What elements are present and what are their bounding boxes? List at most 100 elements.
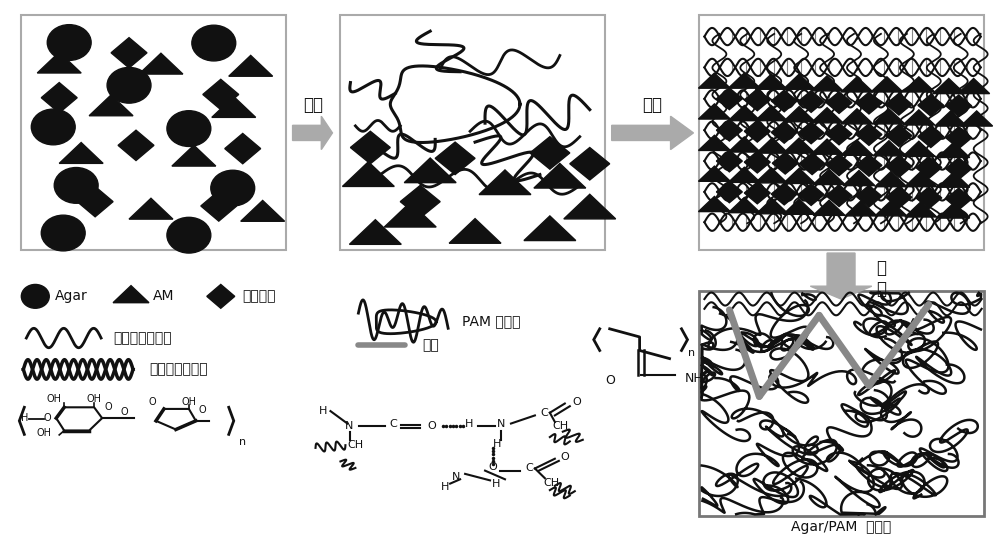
Polygon shape bbox=[570, 147, 610, 180]
Text: N: N bbox=[345, 421, 354, 431]
Text: O: O bbox=[489, 462, 497, 472]
Polygon shape bbox=[400, 186, 440, 218]
Polygon shape bbox=[41, 83, 77, 113]
Polygon shape bbox=[728, 167, 760, 182]
Polygon shape bbox=[856, 154, 882, 176]
Polygon shape bbox=[826, 123, 852, 145]
Polygon shape bbox=[783, 74, 815, 89]
Polygon shape bbox=[139, 53, 183, 74]
Polygon shape bbox=[37, 52, 81, 73]
Text: N: N bbox=[497, 419, 505, 429]
Text: 线性琼脂分子链: 线性琼脂分子链 bbox=[113, 331, 172, 345]
Polygon shape bbox=[935, 111, 967, 126]
Polygon shape bbox=[946, 158, 972, 180]
Polygon shape bbox=[875, 171, 907, 187]
Polygon shape bbox=[212, 96, 256, 118]
Polygon shape bbox=[755, 168, 787, 183]
Text: C: C bbox=[389, 419, 397, 429]
Polygon shape bbox=[564, 194, 616, 219]
Text: 光引发剂: 光引发剂 bbox=[243, 289, 276, 304]
Polygon shape bbox=[744, 120, 770, 142]
Text: O: O bbox=[43, 413, 51, 423]
Ellipse shape bbox=[167, 111, 211, 146]
Text: C: C bbox=[540, 407, 548, 418]
Text: CH: CH bbox=[553, 421, 569, 431]
Polygon shape bbox=[225, 133, 261, 164]
Polygon shape bbox=[350, 131, 390, 164]
Ellipse shape bbox=[192, 25, 236, 61]
Polygon shape bbox=[783, 138, 815, 153]
Polygon shape bbox=[918, 126, 944, 147]
Text: O: O bbox=[104, 402, 112, 412]
Polygon shape bbox=[698, 166, 730, 181]
Text: CH: CH bbox=[347, 440, 364, 450]
Polygon shape bbox=[873, 109, 905, 124]
Polygon shape bbox=[938, 172, 970, 187]
Polygon shape bbox=[771, 121, 797, 143]
Ellipse shape bbox=[47, 24, 91, 60]
Polygon shape bbox=[946, 95, 972, 116]
Text: H: H bbox=[493, 438, 501, 449]
Text: OH: OH bbox=[87, 394, 102, 404]
Polygon shape bbox=[771, 90, 797, 112]
Polygon shape bbox=[799, 153, 825, 175]
Polygon shape bbox=[524, 216, 576, 240]
Polygon shape bbox=[716, 150, 742, 172]
Polygon shape bbox=[744, 89, 770, 111]
Ellipse shape bbox=[41, 215, 85, 251]
Polygon shape bbox=[798, 122, 824, 144]
Polygon shape bbox=[698, 135, 730, 151]
Polygon shape bbox=[342, 162, 394, 187]
Polygon shape bbox=[905, 171, 937, 187]
Text: 加热: 加热 bbox=[304, 96, 324, 114]
Polygon shape bbox=[871, 77, 903, 92]
Polygon shape bbox=[886, 156, 912, 177]
Polygon shape bbox=[783, 168, 815, 183]
Polygon shape bbox=[798, 91, 824, 113]
Polygon shape bbox=[728, 197, 760, 213]
Polygon shape bbox=[856, 123, 882, 145]
Text: Agar: Agar bbox=[55, 289, 88, 304]
Polygon shape bbox=[845, 201, 877, 216]
Text: NH₂: NH₂ bbox=[684, 372, 708, 385]
Polygon shape bbox=[744, 182, 770, 204]
Text: AM: AM bbox=[153, 289, 174, 304]
Ellipse shape bbox=[167, 218, 211, 253]
Polygon shape bbox=[886, 125, 912, 146]
Polygon shape bbox=[111, 38, 147, 68]
Polygon shape bbox=[203, 79, 239, 110]
Polygon shape bbox=[479, 170, 531, 195]
Polygon shape bbox=[873, 141, 905, 156]
Text: OH: OH bbox=[37, 428, 52, 438]
Text: 琼脂双螺旋结构: 琼脂双螺旋结构 bbox=[149, 362, 208, 376]
Text: n: n bbox=[239, 437, 246, 447]
Polygon shape bbox=[843, 170, 875, 186]
Polygon shape bbox=[716, 181, 742, 203]
FancyBboxPatch shape bbox=[699, 15, 984, 250]
Text: O: O bbox=[605, 374, 615, 387]
FancyArrow shape bbox=[293, 116, 332, 150]
Polygon shape bbox=[886, 187, 912, 208]
FancyArrow shape bbox=[810, 253, 872, 299]
Ellipse shape bbox=[211, 170, 255, 206]
Polygon shape bbox=[755, 74, 787, 89]
Polygon shape bbox=[756, 138, 788, 153]
Polygon shape bbox=[886, 94, 912, 115]
Polygon shape bbox=[716, 119, 742, 141]
Polygon shape bbox=[449, 219, 501, 243]
Polygon shape bbox=[938, 143, 970, 157]
Text: O: O bbox=[199, 405, 206, 415]
Polygon shape bbox=[118, 130, 154, 160]
Text: Agar/PAM  水凝胶: Agar/PAM 水凝胶 bbox=[791, 521, 891, 534]
Polygon shape bbox=[89, 95, 133, 116]
Text: H: H bbox=[465, 419, 473, 429]
Polygon shape bbox=[772, 152, 798, 174]
Text: O: O bbox=[561, 452, 570, 461]
Polygon shape bbox=[933, 78, 965, 94]
Polygon shape bbox=[841, 77, 873, 92]
Polygon shape bbox=[813, 169, 845, 184]
Text: 光
照: 光 照 bbox=[876, 259, 886, 298]
Polygon shape bbox=[241, 200, 285, 221]
Polygon shape bbox=[946, 188, 972, 210]
Polygon shape bbox=[811, 139, 843, 154]
